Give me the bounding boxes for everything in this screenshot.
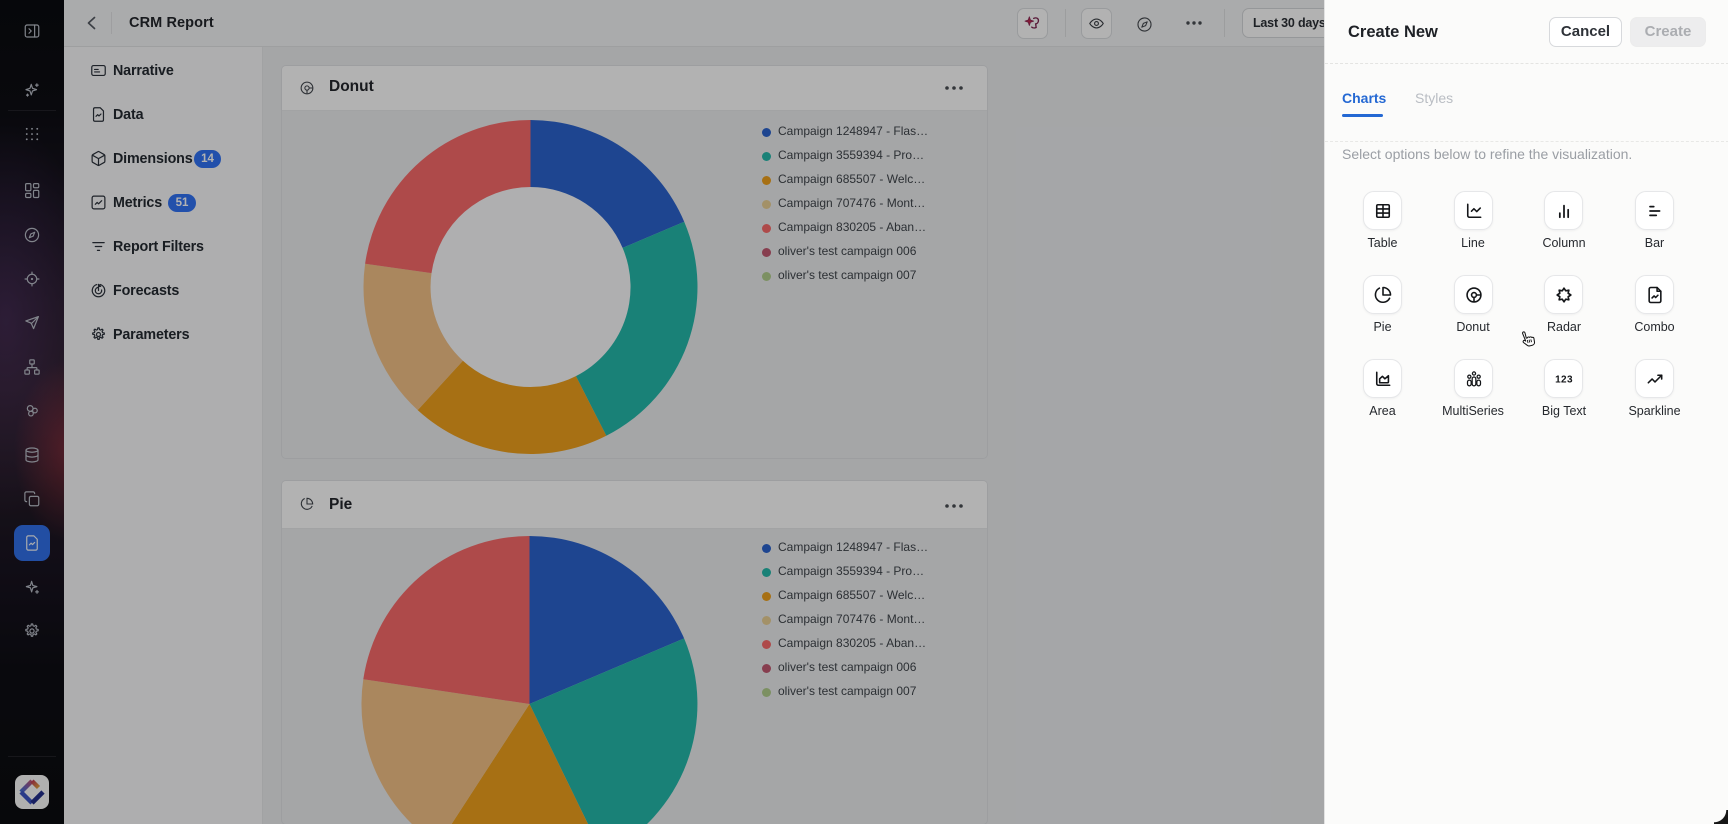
svg-text:123: 123 xyxy=(1555,374,1573,385)
